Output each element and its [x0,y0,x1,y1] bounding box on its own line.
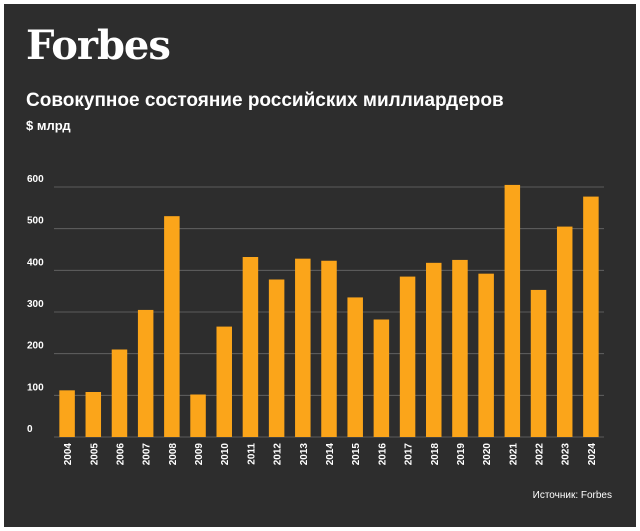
forbes-logo: Forbes [26,22,171,69]
bar-2009 [190,394,206,437]
bar-2018 [426,262,442,437]
bar-2011 [242,257,259,437]
bar-2004 [59,390,75,437]
x-tick-label: 2011 [246,443,257,465]
y-tick-label: 400 [27,257,44,268]
y-tick-label: 200 [27,341,44,352]
y-tick-label: 0 [27,424,33,435]
x-tick-label: 2004 [63,443,74,466]
bar-2016 [373,319,390,437]
bar-2010 [216,326,232,437]
bar-2006 [111,349,128,437]
x-tick-label: 2015 [351,443,362,466]
bar-2015 [347,297,363,437]
y-tick-label: 100 [27,382,44,393]
y-tick-label: 600 [27,174,44,185]
chart-title: Совокупное состояние российских миллиард… [26,90,504,111]
bar-chart: 0 100 200 300 400 500 600 2004 2005 2006 2007 2008 2… [27,174,604,466]
bar-2022 [530,289,547,437]
bar-2020 [478,273,494,437]
x-tick-label: 2019 [456,443,467,466]
x-tick-label: 2005 [89,443,100,466]
x-tick-label: 2010 [220,443,231,466]
bar-2007 [137,309,154,437]
x-tick-label: 2021 [508,443,519,466]
unit-label: $ млрд [26,118,71,133]
x-tick-label: 2014 [325,443,336,466]
x-tick-label: 2020 [482,443,493,466]
bar-2005 [85,392,102,437]
x-tick-label: 2007 [142,443,153,466]
x-tick-label: 2024 [587,443,598,466]
source-note: Источник: Forbes [532,490,612,501]
x-tick-label: 2022 [535,443,546,466]
x-tick-label: 2018 [430,443,441,466]
bar-2013 [295,258,311,437]
bar-2014 [321,260,337,437]
bar-2021 [504,184,521,437]
bar-2019 [452,259,468,437]
x-tick-label: 2006 [115,443,126,466]
chart-card: Forbes Совокупное состояние российских м… [4,4,636,527]
y-tick-label: 300 [27,299,44,310]
x-tick-label: 2013 [299,443,310,466]
x-tick-label: 2016 [377,443,388,466]
x-tick-label: 2023 [561,443,572,466]
x-tick-label: 2017 [404,443,415,466]
y-tick-label: 500 [27,216,44,227]
bar-2023 [556,226,573,437]
bar-2012 [268,279,285,437]
x-tick-label: 2008 [168,443,179,466]
x-tick-label: 2009 [194,443,205,466]
bar-2017 [399,276,416,437]
bar-2024 [583,196,599,437]
x-tick-label: 2012 [273,443,284,466]
bar-2008 [164,216,180,437]
